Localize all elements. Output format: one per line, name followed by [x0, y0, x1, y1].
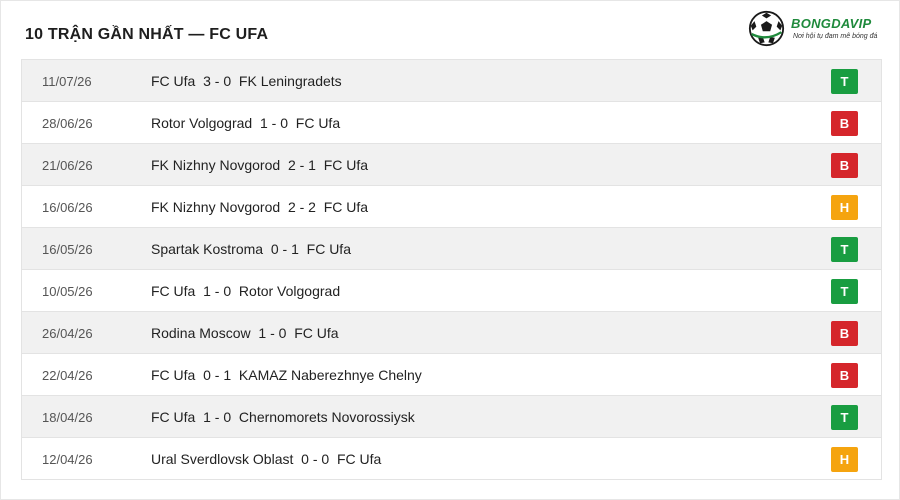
match-row[interactable]: 21/06/26 FK Nizhny Novgorod 2 - 1 FC Ufa B [22, 144, 881, 186]
away-team: FC Ufa [323, 199, 369, 215]
logo-wordmark: BONGDAVIP [791, 16, 871, 31]
match-row[interactable]: 28/06/26 Rotor Volgograd 1 - 0 FC Ufa B [22, 102, 881, 144]
match-date: 16/05/26 [42, 242, 93, 257]
result-badge: T [831, 69, 858, 94]
home-team: FC Ufa [151, 367, 196, 383]
logo-tagline: Nơi hội tụ đam mê bóng đá [793, 33, 878, 40]
home-team: FK Nizhny Novgorod [151, 157, 281, 173]
match-score: 2 - 1 [287, 157, 316, 173]
away-team: FC Ufa [295, 115, 341, 131]
home-team: FC Ufa [151, 283, 196, 299]
away-team: KAMAZ Naberezhnye Chelny [238, 367, 422, 383]
result-badge: B [831, 153, 858, 178]
match-date: 16/06/26 [42, 200, 93, 215]
match-score: 0 - 1 [203, 367, 232, 383]
match-date: 11/07/26 [42, 74, 92, 89]
match-row[interactable]: 18/04/26 FC Ufa 1 - 0 Chernomorets Novoro… [22, 396, 881, 438]
match-teams-score[interactable]: FC Ufa 1 - 0 Chernomorets Novorossiysk [151, 409, 415, 425]
match-score: 1 - 0 [259, 115, 288, 131]
away-team: Chernomorets Novorossiysk [238, 409, 415, 425]
recent-matches-table: 11/07/26 FC Ufa 3 - 0 FK Leningradets T 28/… [21, 59, 882, 480]
away-team: FC Ufa [306, 241, 351, 257]
home-team: Rodina Moscow [151, 325, 251, 341]
home-team: FC Ufa [151, 409, 196, 425]
match-date: 28/06/26 [42, 116, 93, 131]
result-badge: T [831, 237, 858, 262]
match-teams-score[interactable]: FK Nizhny Novgorod 2 - 2 FC Ufa [151, 199, 368, 215]
header: 10 TRẬN GẦN NHẤT — FC UFA BONGDAVIP Nơi … [1, 1, 900, 59]
logo-word-left: BONGDA [791, 16, 850, 31]
match-score: 0 - 1 [270, 241, 299, 257]
match-date: 18/04/26 [42, 410, 93, 425]
match-teams-score[interactable]: FC Ufa 0 - 1 KAMAZ Naberezhnye Chelny [151, 367, 422, 383]
home-team: Rotor Volgograd [151, 115, 253, 131]
result-badge: H [831, 447, 858, 472]
match-date: 22/04/26 [42, 368, 93, 383]
match-row[interactable]: 22/04/26 FC Ufa 0 - 1 KAMAZ Naberezhnye C… [22, 354, 881, 396]
match-row[interactable]: 11/07/26 FC Ufa 3 - 0 FK Leningradets T [22, 60, 881, 102]
match-date: 26/04/26 [42, 326, 93, 341]
away-team: FK Leningradets [238, 73, 342, 89]
soccer-ball-icon [748, 10, 785, 47]
match-row[interactable]: 26/04/26 Rodina Moscow 1 - 0 FC Ufa B [22, 312, 881, 354]
match-row[interactable]: 10/05/26 FC Ufa 1 - 0 Rotor Volgograd T [22, 270, 881, 312]
match-teams-score[interactable]: FC Ufa 1 - 0 Rotor Volgograd [151, 283, 340, 299]
logo-word-right: VIP [849, 16, 872, 31]
home-team: Spartak Kostroma [151, 241, 264, 257]
home-team: FC Ufa [151, 73, 196, 89]
result-badge: B [831, 363, 858, 388]
result-badge: H [831, 195, 858, 220]
match-row[interactable]: 16/05/26 Spartak Kostroma 0 - 1 FC Ufa T [22, 228, 881, 270]
match-date: 12/04/26 [42, 452, 93, 467]
match-row[interactable]: 12/04/26 Ural Sverdlovsk Oblast 0 - 0 FC … [22, 438, 881, 480]
match-date: 10/05/26 [42, 284, 93, 299]
match-teams-score[interactable]: Spartak Kostroma 0 - 1 FC Ufa [151, 241, 351, 257]
match-score: 1 - 0 [203, 409, 232, 425]
away-team: FC Ufa [336, 451, 382, 467]
match-teams-score[interactable]: Rodina Moscow 1 - 0 FC Ufa [151, 325, 339, 341]
home-team: Ural Sverdlovsk Oblast [151, 451, 294, 467]
result-badge: B [831, 321, 858, 346]
result-badge: T [831, 405, 858, 430]
match-row[interactable]: 16/06/26 FK Nizhny Novgorod 2 - 2 FC Ufa H [22, 186, 881, 228]
result-badge: T [831, 279, 858, 304]
match-score: 2 - 2 [287, 199, 316, 215]
bongdavip-logo[interactable]: BONGDAVIP Nơi hội tụ đam mê bóng đá [748, 10, 888, 48]
match-score: 1 - 0 [258, 325, 287, 341]
match-date: 21/06/26 [42, 158, 93, 173]
page-title: 10 TRẬN GẦN NHẤT — FC UFA [25, 26, 269, 43]
away-team: Rotor Volgograd [238, 283, 341, 299]
away-team: FC Ufa [294, 325, 339, 341]
match-teams-score[interactable]: FC Ufa 3 - 0 FK Leningradets [151, 73, 342, 89]
match-teams-score[interactable]: Ural Sverdlovsk Oblast 0 - 0 FC Ufa [151, 451, 381, 467]
result-badge: B [831, 111, 858, 136]
home-team: FK Nizhny Novgorod [151, 199, 281, 215]
match-teams-score[interactable]: FK Nizhny Novgorod 2 - 1 FC Ufa [151, 157, 368, 173]
match-score: 0 - 0 [301, 451, 330, 467]
away-team: FC Ufa [323, 157, 369, 173]
match-teams-score[interactable]: Rotor Volgograd 1 - 0 FC Ufa [151, 115, 340, 131]
match-score: 1 - 0 [203, 283, 232, 299]
match-score: 3 - 0 [203, 73, 232, 89]
